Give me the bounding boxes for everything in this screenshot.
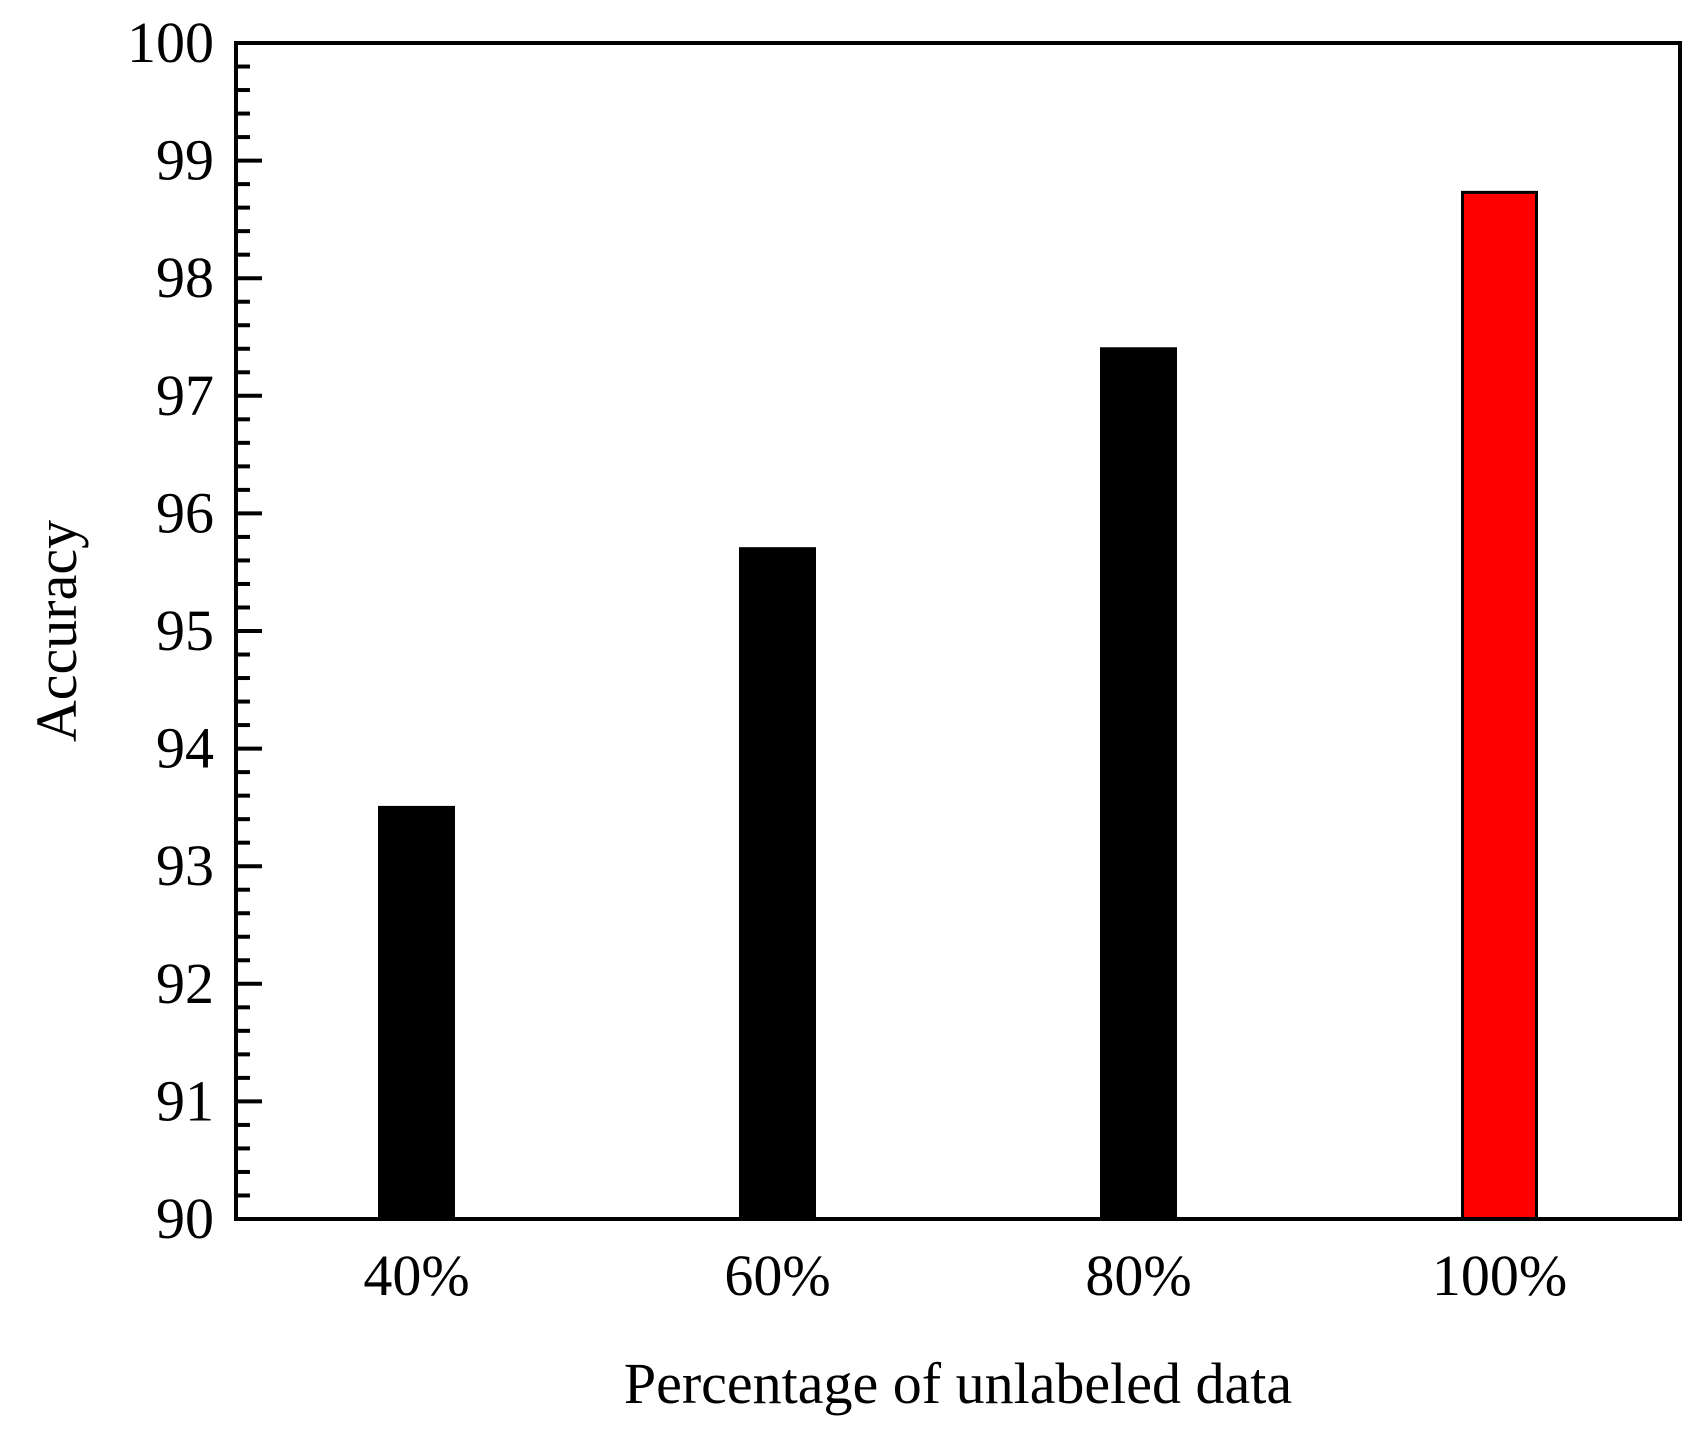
- plot-frame: [234, 41, 1682, 1221]
- y-tick-label: 97: [156, 363, 214, 428]
- x-tick-label: 80%: [1085, 1243, 1191, 1308]
- y-tick-label: 100: [127, 10, 214, 75]
- y-tick-label: 91: [156, 1068, 214, 1133]
- x-tick-label: 40%: [363, 1243, 469, 1308]
- bars-group: [378, 190, 1538, 1221]
- bar-80pct: [1100, 347, 1177, 1221]
- bar-60pct: [739, 547, 816, 1221]
- y-tick-label: 99: [156, 128, 214, 193]
- y-tick-label: 95: [156, 598, 214, 663]
- x-axis-title: Percentage of unlabeled data: [624, 1351, 1292, 1416]
- y-tick-label: 93: [156, 833, 214, 898]
- y-tick-label: 98: [156, 245, 214, 310]
- x-tick-label: 100%: [1432, 1243, 1567, 1308]
- y-tick-label: 90: [156, 1186, 214, 1251]
- y-tick-label: 92: [156, 951, 214, 1016]
- y-axis-ticks: 90 91 92 93 94 95 96 97 98 99 100: [127, 10, 262, 1251]
- y-tick-label: 96: [156, 480, 214, 545]
- y-tick-label: 94: [156, 716, 214, 781]
- bar-40pct: [378, 805, 455, 1221]
- x-axis-ticks: 40% 60% 80% 100%: [363, 1243, 1567, 1308]
- x-tick-label: 60%: [724, 1243, 830, 1308]
- y-axis-title: Accuracy: [24, 520, 89, 742]
- bar-100pct: [1461, 190, 1538, 1221]
